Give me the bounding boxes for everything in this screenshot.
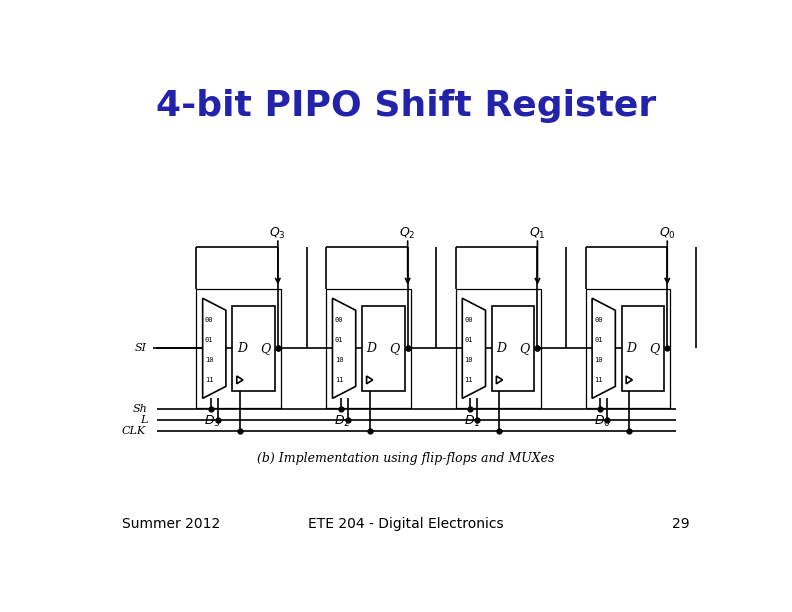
- Text: L: L: [139, 415, 147, 425]
- Bar: [196, 289, 281, 408]
- Text: $Q_3$: $Q_3$: [269, 225, 286, 241]
- Bar: [232, 306, 275, 390]
- Text: 11: 11: [595, 378, 603, 383]
- Text: 11: 11: [205, 378, 214, 383]
- Polygon shape: [626, 376, 632, 384]
- Polygon shape: [367, 376, 373, 384]
- Text: ETE 204 - Digital Electronics: ETE 204 - Digital Electronics: [308, 517, 504, 531]
- Text: 29: 29: [672, 517, 690, 531]
- Text: $Q_0$: $Q_0$: [659, 225, 676, 241]
- Text: $D_1$: $D_1$: [464, 414, 480, 429]
- Text: Summer 2012: Summer 2012: [122, 517, 220, 531]
- Polygon shape: [333, 298, 356, 398]
- Bar: [326, 289, 411, 408]
- Polygon shape: [463, 298, 485, 398]
- Bar: [622, 306, 664, 390]
- Text: $D_0$: $D_0$: [594, 414, 611, 429]
- Text: 01: 01: [595, 337, 603, 343]
- Bar: [492, 306, 535, 390]
- Bar: [586, 289, 670, 408]
- Text: 00: 00: [335, 317, 343, 323]
- Text: 10: 10: [335, 357, 343, 364]
- Text: $Q_1$: $Q_1$: [529, 225, 546, 241]
- Text: Q: Q: [520, 342, 530, 355]
- Text: 10: 10: [465, 357, 473, 364]
- Text: 00: 00: [465, 317, 473, 323]
- Text: $D_3$: $D_3$: [204, 414, 221, 429]
- Text: 10: 10: [205, 357, 214, 364]
- Text: Q: Q: [649, 342, 660, 355]
- Text: (b) Implementation using flip-flops and MUXes: (b) Implementation using flip-flops and …: [257, 452, 554, 465]
- Polygon shape: [237, 376, 243, 384]
- Text: Q: Q: [390, 342, 400, 355]
- Bar: [362, 306, 405, 390]
- Text: D: D: [626, 342, 636, 355]
- Text: $D_2$: $D_2$: [334, 414, 350, 429]
- Text: Q: Q: [260, 342, 270, 355]
- Text: 00: 00: [205, 317, 214, 323]
- Text: $Q_2$: $Q_2$: [399, 225, 416, 241]
- Text: 01: 01: [335, 337, 343, 343]
- Text: 11: 11: [465, 378, 473, 383]
- Text: D: D: [237, 342, 247, 355]
- Text: CLK: CLK: [121, 426, 146, 436]
- Text: 4-bit PIPO Shift Register: 4-bit PIPO Shift Register: [156, 89, 656, 123]
- Text: 10: 10: [595, 357, 603, 364]
- Polygon shape: [592, 298, 615, 398]
- Text: Sh: Sh: [132, 404, 147, 414]
- Text: SI: SI: [135, 343, 147, 353]
- Text: 11: 11: [335, 378, 343, 383]
- Text: 00: 00: [595, 317, 603, 323]
- Text: D: D: [497, 342, 506, 355]
- Bar: [456, 289, 541, 408]
- Text: 01: 01: [465, 337, 473, 343]
- Polygon shape: [497, 376, 503, 384]
- Text: D: D: [367, 342, 376, 355]
- Text: 01: 01: [205, 337, 214, 343]
- Polygon shape: [203, 298, 226, 398]
